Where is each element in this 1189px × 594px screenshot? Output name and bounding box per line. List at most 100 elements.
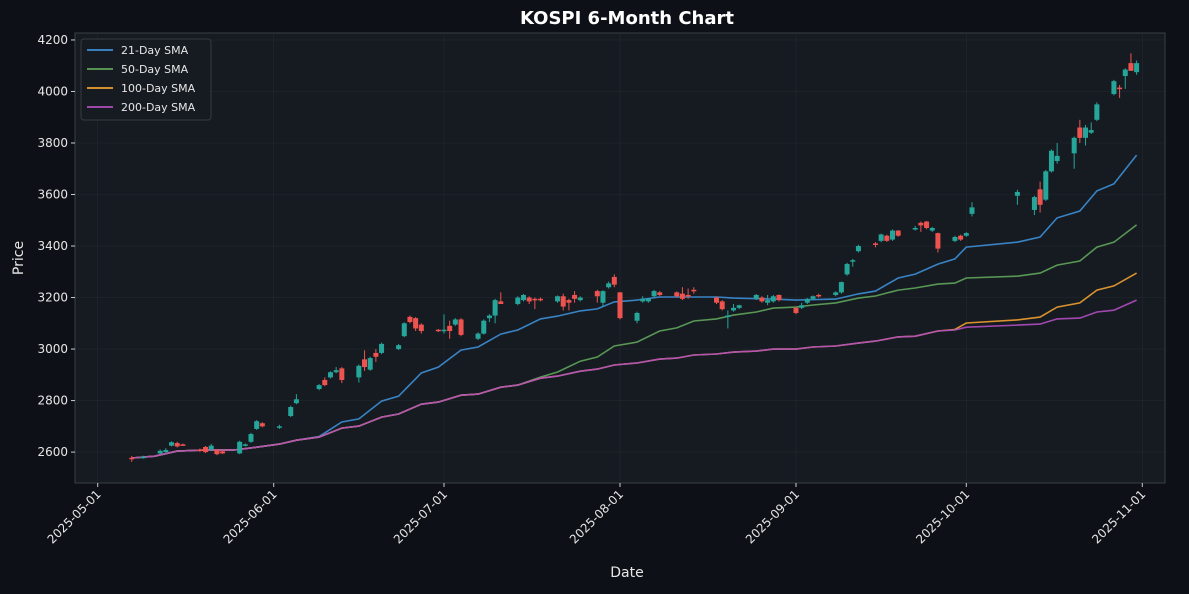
candle-body (566, 300, 572, 303)
candle-up (293, 394, 299, 405)
candle-body (770, 296, 776, 302)
candle-body (413, 318, 419, 329)
candle-body (1122, 69, 1128, 77)
candle-body (844, 264, 850, 275)
candles (129, 53, 1140, 462)
candle-down (679, 287, 685, 301)
candle-up (912, 225, 918, 231)
y-axis-label: Price (11, 241, 27, 275)
candle-body (611, 276, 617, 285)
candle-body (362, 359, 368, 368)
candle-body (276, 426, 282, 428)
candle-up (481, 319, 487, 335)
candle-up (577, 296, 583, 302)
candle-down (691, 287, 697, 294)
y-tick-label: 4000 (37, 84, 68, 98)
candle-body (645, 298, 651, 302)
candle-up (520, 293, 526, 302)
candle-body (958, 235, 964, 240)
candle-body (1134, 63, 1140, 73)
candle-body (259, 423, 265, 427)
candle-body (1088, 130, 1094, 133)
candle-body (498, 301, 504, 304)
candle-body (515, 297, 521, 304)
candle-down (174, 441, 180, 448)
candle-down (935, 232, 941, 253)
candle-up (515, 296, 521, 306)
y-tick-label: 2600 (37, 445, 68, 459)
candle-body (572, 294, 578, 299)
candle-body (197, 449, 203, 452)
candle-up (753, 293, 759, 301)
candle-body (293, 399, 299, 404)
candle-body (140, 456, 146, 459)
candle-body (1054, 155, 1060, 162)
candle-body (878, 234, 884, 241)
candle-down (872, 242, 878, 248)
candle-body (657, 292, 663, 295)
candle-body (532, 298, 538, 301)
candle-body (163, 450, 169, 453)
candle-body (952, 237, 958, 241)
candle-up (379, 342, 385, 355)
candle-body (220, 451, 226, 454)
candle-down (447, 320, 453, 339)
candle-body (322, 379, 328, 386)
candle-down (538, 297, 544, 302)
candle-down (594, 289, 600, 303)
candle-body (918, 222, 924, 226)
candle-up (1014, 189, 1020, 205)
candle-up (276, 424, 282, 429)
candle-body (237, 441, 243, 454)
candle-up (441, 314, 447, 334)
candle-up (1071, 136, 1077, 169)
y-tick-label: 3000 (37, 342, 68, 356)
candle-body (640, 298, 646, 302)
candle-down (339, 367, 345, 384)
candle-body (447, 325, 453, 332)
y-tick-label: 4200 (37, 33, 68, 47)
candle-body (475, 333, 481, 339)
candle-up (242, 443, 248, 447)
candle-body (560, 296, 566, 307)
candle-body (890, 230, 895, 240)
candle-down (214, 448, 220, 456)
candle-body (458, 319, 464, 335)
candle-body (634, 312, 640, 321)
candle-up (248, 432, 254, 443)
candle-body (719, 301, 725, 310)
candle-body (804, 298, 810, 303)
candle-down (322, 377, 328, 387)
candle-up (1094, 102, 1100, 122)
candle-body (174, 443, 180, 447)
legend-label: 200-Day SMA (121, 101, 196, 114)
candle-up (810, 295, 816, 301)
candle-body (157, 450, 163, 454)
candle-body (1083, 127, 1089, 138)
candle-up (634, 311, 640, 324)
candle-up (157, 449, 163, 455)
candle-body (691, 289, 697, 292)
candle-up (169, 441, 175, 447)
candle-body (203, 446, 209, 453)
candle-down (685, 288, 691, 299)
legend-label: 21-Day SMA (121, 44, 189, 57)
candle-body (538, 298, 544, 301)
candle-up (890, 229, 895, 241)
candle-down (458, 318, 464, 337)
candle-up (765, 294, 771, 306)
candle-down (918, 221, 924, 232)
candle-body (1128, 63, 1134, 71)
candle-down (793, 306, 799, 315)
candle-up (367, 356, 373, 371)
candle-body (520, 294, 526, 301)
candle-body (759, 297, 765, 302)
candle-up (929, 226, 935, 232)
candle-down (816, 293, 822, 298)
candle-down (203, 445, 209, 454)
candle-body (169, 442, 175, 446)
candle-up (208, 443, 214, 451)
candle-up (804, 298, 810, 304)
candle-body (679, 293, 685, 299)
